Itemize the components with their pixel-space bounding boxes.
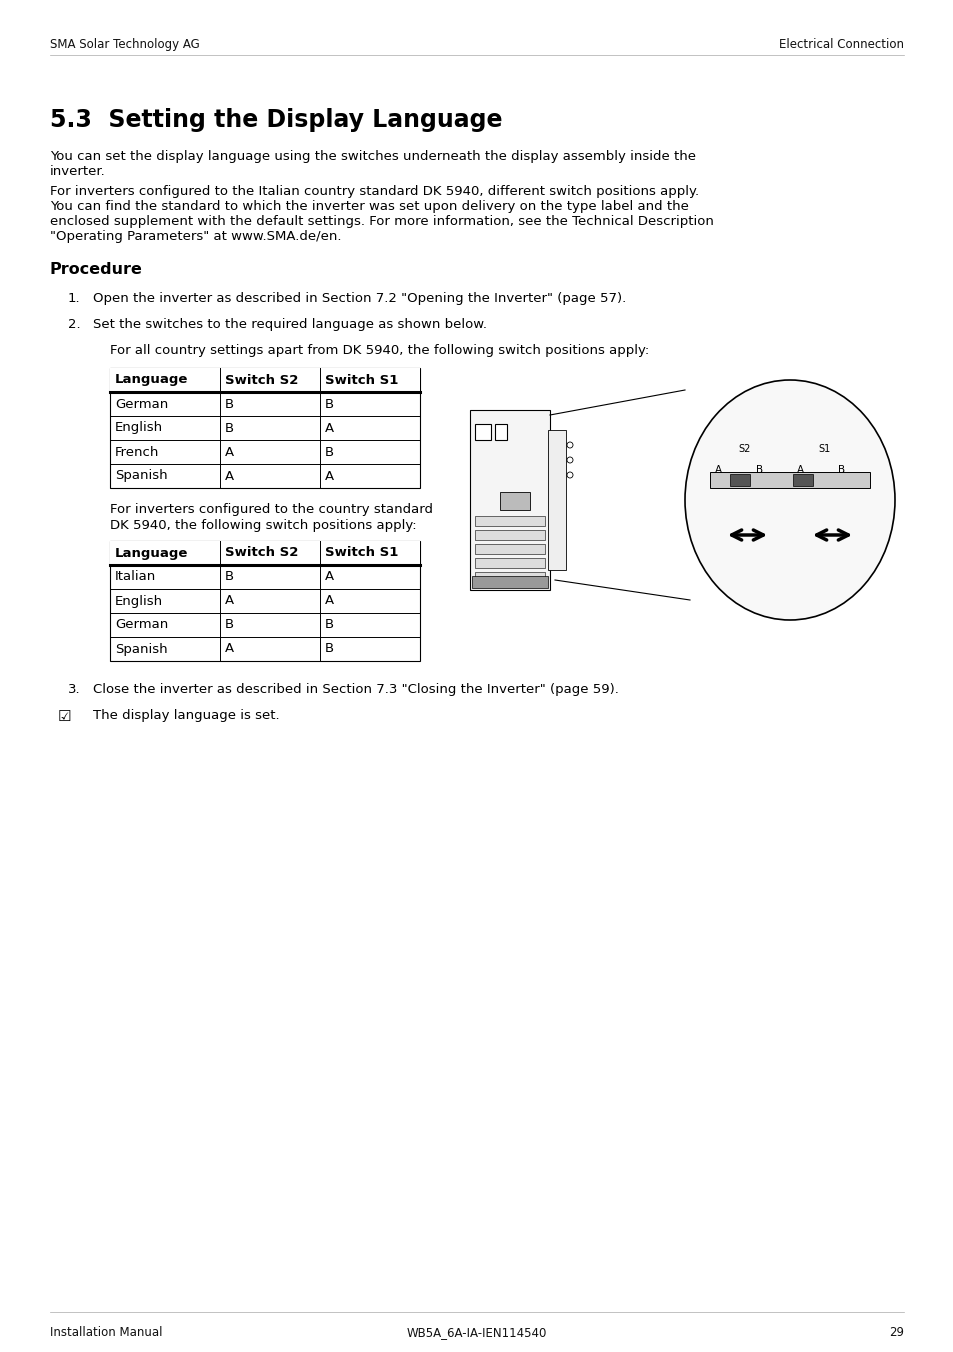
Text: Spanish: Spanish — [115, 642, 168, 656]
Bar — [729, 475, 749, 485]
Text: B: B — [225, 571, 233, 584]
Text: For all country settings apart from DK 5940, the following switch positions appl: For all country settings apart from DK 5… — [110, 343, 649, 357]
Bar — [792, 475, 812, 485]
Text: Switch S2: Switch S2 — [225, 373, 298, 387]
Bar — [472, 576, 547, 588]
Text: The display language is set.: The display language is set. — [92, 708, 279, 722]
Text: For inverters configured to the country standard: For inverters configured to the country … — [110, 503, 433, 516]
Text: A: A — [325, 595, 334, 607]
Bar — [499, 492, 530, 510]
Bar — [475, 530, 544, 539]
Text: Close the inverter as described in Section 7.3 "Closing the Inverter" (page 59).: Close the inverter as described in Secti… — [92, 683, 618, 696]
Text: B: B — [325, 397, 334, 411]
Text: For inverters configured to the Italian country standard DK 5940, different swit: For inverters configured to the Italian … — [50, 185, 699, 197]
Text: A: A — [325, 469, 334, 483]
Text: B: B — [838, 465, 844, 475]
Text: B: B — [325, 618, 334, 631]
Text: Language: Language — [115, 546, 188, 560]
Text: B: B — [225, 422, 233, 434]
Bar — [475, 516, 544, 526]
Text: 1.: 1. — [68, 292, 81, 306]
Text: enclosed supplement with the default settings. For more information, see the Tec: enclosed supplement with the default set… — [50, 215, 713, 228]
Bar — [110, 541, 419, 661]
Bar — [475, 558, 544, 568]
Text: A: A — [225, 642, 233, 656]
Bar — [475, 544, 544, 554]
Text: Spanish: Spanish — [115, 469, 168, 483]
Text: A: A — [714, 465, 720, 475]
Bar — [110, 368, 419, 392]
Text: Electrical Connection: Electrical Connection — [779, 38, 903, 51]
Text: 2.: 2. — [68, 318, 81, 331]
Circle shape — [566, 472, 573, 479]
Text: S2: S2 — [738, 443, 750, 454]
Text: A: A — [325, 571, 334, 584]
Text: 29: 29 — [888, 1326, 903, 1338]
Text: Set the switches to the required language as shown below.: Set the switches to the required languag… — [92, 318, 486, 331]
Text: You can set the display language using the switches underneath the display assem: You can set the display language using t… — [50, 150, 696, 178]
Text: English: English — [115, 422, 163, 434]
Text: Switch S1: Switch S1 — [325, 373, 398, 387]
Text: You can find the standard to which the inverter was set upon delivery on the typ: You can find the standard to which the i… — [50, 200, 688, 214]
Text: ☑: ☑ — [58, 708, 71, 725]
Text: A: A — [325, 422, 334, 434]
Text: A: A — [225, 469, 233, 483]
Text: S1: S1 — [818, 443, 830, 454]
Text: 5.3  Setting the Display Language: 5.3 Setting the Display Language — [50, 108, 502, 132]
Text: Switch S1: Switch S1 — [325, 546, 398, 560]
Text: "Operating Parameters" at www.SMA.de/en.: "Operating Parameters" at www.SMA.de/en. — [50, 230, 341, 243]
Text: Procedure: Procedure — [50, 262, 143, 277]
Text: Switch S2: Switch S2 — [225, 546, 298, 560]
Text: A: A — [225, 595, 233, 607]
Text: English: English — [115, 595, 163, 607]
Circle shape — [566, 442, 573, 448]
Bar — [495, 425, 506, 439]
Text: B: B — [756, 465, 762, 475]
Text: German: German — [115, 397, 168, 411]
Bar — [110, 368, 419, 488]
Text: DK 5940, the following switch positions apply:: DK 5940, the following switch positions … — [110, 519, 416, 531]
Text: B: B — [225, 618, 233, 631]
Text: German: German — [115, 618, 168, 631]
Bar — [470, 410, 550, 589]
Text: Language: Language — [115, 373, 188, 387]
Text: Open the inverter as described in Section 7.2 "Opening the Inverter" (page 57).: Open the inverter as described in Sectio… — [92, 292, 625, 306]
Text: Installation Manual: Installation Manual — [50, 1326, 162, 1338]
Bar — [475, 572, 544, 581]
Text: WB5A_6A-IA-IEN114540: WB5A_6A-IA-IEN114540 — [406, 1326, 547, 1338]
Bar — [110, 541, 419, 565]
Text: A: A — [225, 446, 233, 458]
Text: SMA Solar Technology AG: SMA Solar Technology AG — [50, 38, 199, 51]
Text: French: French — [115, 446, 159, 458]
Bar — [475, 425, 491, 439]
Text: B: B — [325, 446, 334, 458]
Text: A: A — [796, 465, 802, 475]
Text: B: B — [325, 642, 334, 656]
Text: 3.: 3. — [68, 683, 81, 696]
Bar — [547, 430, 565, 571]
Text: Italian: Italian — [115, 571, 156, 584]
Circle shape — [566, 457, 573, 462]
Ellipse shape — [684, 380, 894, 621]
Text: B: B — [225, 397, 233, 411]
Bar — [709, 472, 869, 488]
